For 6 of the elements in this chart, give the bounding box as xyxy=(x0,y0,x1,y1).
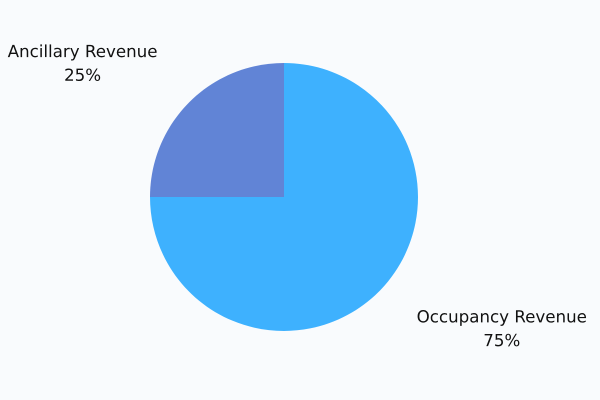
data-label: 75% xyxy=(484,334,520,346)
data-label: 25% xyxy=(65,68,100,82)
slice-label: Occupancy Revenue xyxy=(418,310,586,326)
pie-slice xyxy=(150,63,284,197)
pie-slice xyxy=(150,63,418,331)
slice-label: Ancillary Revenue xyxy=(8,44,157,61)
